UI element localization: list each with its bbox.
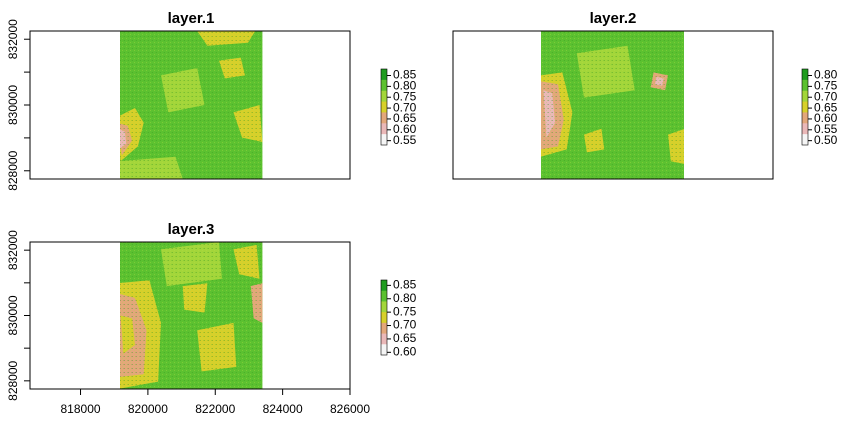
legend-swatch bbox=[381, 101, 387, 113]
legend-frame bbox=[801, 68, 809, 146]
legend-colorbar: 0.800.750.700.650.600.550.50 bbox=[801, 68, 838, 147]
legend-swatch bbox=[802, 69, 808, 81]
legend-swatch bbox=[381, 290, 387, 302]
legend-swatch bbox=[381, 301, 387, 313]
legend-swatch bbox=[381, 123, 387, 135]
legend-swatch bbox=[802, 79, 808, 92]
raster-image bbox=[541, 31, 684, 179]
legend-tick-label: 0.60 bbox=[814, 111, 838, 125]
x-tick-label: 818000 bbox=[61, 402, 101, 416]
y-tick-label: 832000 bbox=[6, 230, 20, 270]
legend-tick-label: 0.70 bbox=[393, 100, 417, 114]
legend-swatch bbox=[381, 322, 387, 335]
y-tick-label: 830000 bbox=[6, 85, 20, 125]
y-tick-label: 830000 bbox=[6, 295, 20, 335]
y-tick-label: 828000 bbox=[6, 150, 20, 190]
x-tick-label: 820000 bbox=[128, 402, 168, 416]
raster-area bbox=[541, 31, 684, 179]
raster-texture bbox=[120, 242, 263, 389]
x-tick-label: 824000 bbox=[263, 402, 303, 416]
legend-tick-label: 0.85 bbox=[393, 278, 417, 292]
legend-swatch bbox=[381, 90, 387, 103]
y-tick-label: 828000 bbox=[6, 360, 20, 400]
legend-swatch bbox=[802, 90, 808, 103]
legend-tick-label: 0.60 bbox=[393, 122, 417, 136]
y-axis: 828000 830000 832000 bbox=[6, 230, 30, 401]
legend-tick-label: 0.50 bbox=[814, 133, 838, 147]
y-tick-label: 832000 bbox=[6, 19, 20, 59]
x-tick-label: 826000 bbox=[330, 402, 370, 416]
legend-tick-label: 0.75 bbox=[393, 89, 417, 103]
legend-swatch bbox=[381, 312, 387, 324]
legend-tick-label: 0.60 bbox=[393, 344, 417, 358]
legend-swatch bbox=[802, 112, 808, 124]
legend-swatch bbox=[381, 344, 387, 356]
legend-swatch bbox=[381, 69, 387, 81]
plot-frame bbox=[452, 30, 774, 180]
legend-tick-label: 0.70 bbox=[393, 318, 417, 332]
legend-tick-label: 0.75 bbox=[393, 304, 417, 318]
legend-swatch bbox=[381, 333, 387, 345]
raster-image bbox=[120, 242, 263, 389]
legend-tick-label: 0.70 bbox=[814, 89, 838, 103]
legend-swatch bbox=[381, 79, 387, 92]
legend-swatch bbox=[381, 112, 387, 124]
x-axis: 818000 820000 822000 824000 826000 bbox=[61, 389, 370, 416]
legend-swatch bbox=[802, 101, 808, 113]
raster-texture bbox=[120, 31, 263, 179]
legend-tick-label: 0.85 bbox=[393, 68, 417, 82]
raster-area bbox=[120, 242, 263, 389]
legend-frame bbox=[380, 279, 388, 356]
legend-frame bbox=[380, 68, 388, 146]
raster-texture bbox=[541, 31, 684, 179]
legend-tick-label: 0.80 bbox=[393, 291, 417, 305]
legend-colorbar: 0.850.800.750.700.650.600.55 bbox=[380, 68, 417, 147]
legend-tick-label: 0.65 bbox=[393, 111, 417, 125]
legend-tick-label: 0.65 bbox=[814, 100, 838, 114]
panel-title: layer.3 bbox=[168, 221, 215, 238]
panel-title: layer.2 bbox=[590, 10, 637, 27]
legend-tick-label: 0.55 bbox=[814, 122, 838, 136]
legend-tick-label: 0.75 bbox=[814, 79, 838, 93]
panel-title: layer.1 bbox=[168, 10, 215, 27]
y-axis: 828000 830000 832000 bbox=[6, 19, 30, 191]
raster-area bbox=[120, 31, 263, 179]
legend-tick-label: 0.55 bbox=[393, 133, 417, 147]
legend-tick-label: 0.80 bbox=[814, 68, 838, 82]
panel-layer-2: layer.2 0.800.750.700.650.600.550.50 bbox=[452, 10, 838, 180]
raster-image bbox=[120, 31, 263, 179]
legend-tick-label: 0.80 bbox=[393, 79, 417, 93]
legend-tick-label: 0.65 bbox=[393, 331, 417, 345]
legend-colorbar: 0.850.800.750.700.650.60 bbox=[380, 278, 417, 358]
legend-swatch bbox=[381, 134, 387, 146]
x-tick-label: 822000 bbox=[195, 402, 235, 416]
legend-swatch bbox=[381, 280, 387, 292]
legend-swatch bbox=[802, 134, 808, 146]
legend-swatch bbox=[802, 123, 808, 135]
